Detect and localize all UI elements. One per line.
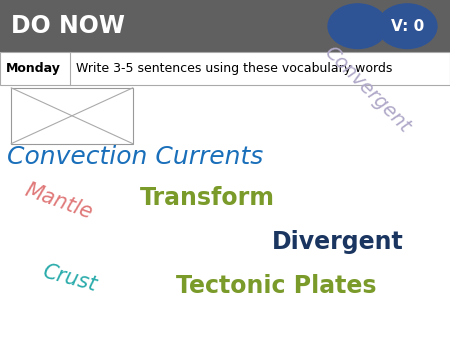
Text: DO NOW: DO NOW xyxy=(11,14,125,38)
Text: Transform: Transform xyxy=(140,186,274,210)
Text: Mantle: Mantle xyxy=(22,179,95,223)
Bar xyxy=(11,88,133,144)
Text: V: 0: V: 0 xyxy=(391,19,424,34)
Bar xyxy=(0,52,450,84)
Bar xyxy=(0,0,450,52)
Text: Convection Currents: Convection Currents xyxy=(7,145,263,169)
Circle shape xyxy=(378,4,437,48)
Text: Crust: Crust xyxy=(40,262,99,296)
Text: Write 3-5 sentences using these vocabulary words: Write 3-5 sentences using these vocabula… xyxy=(76,62,393,75)
Text: Tectonic Plates: Tectonic Plates xyxy=(176,273,377,298)
Text: Monday: Monday xyxy=(5,62,60,75)
Circle shape xyxy=(328,4,387,48)
Text: Convergent: Convergent xyxy=(320,43,414,137)
Text: Divergent: Divergent xyxy=(272,230,403,254)
